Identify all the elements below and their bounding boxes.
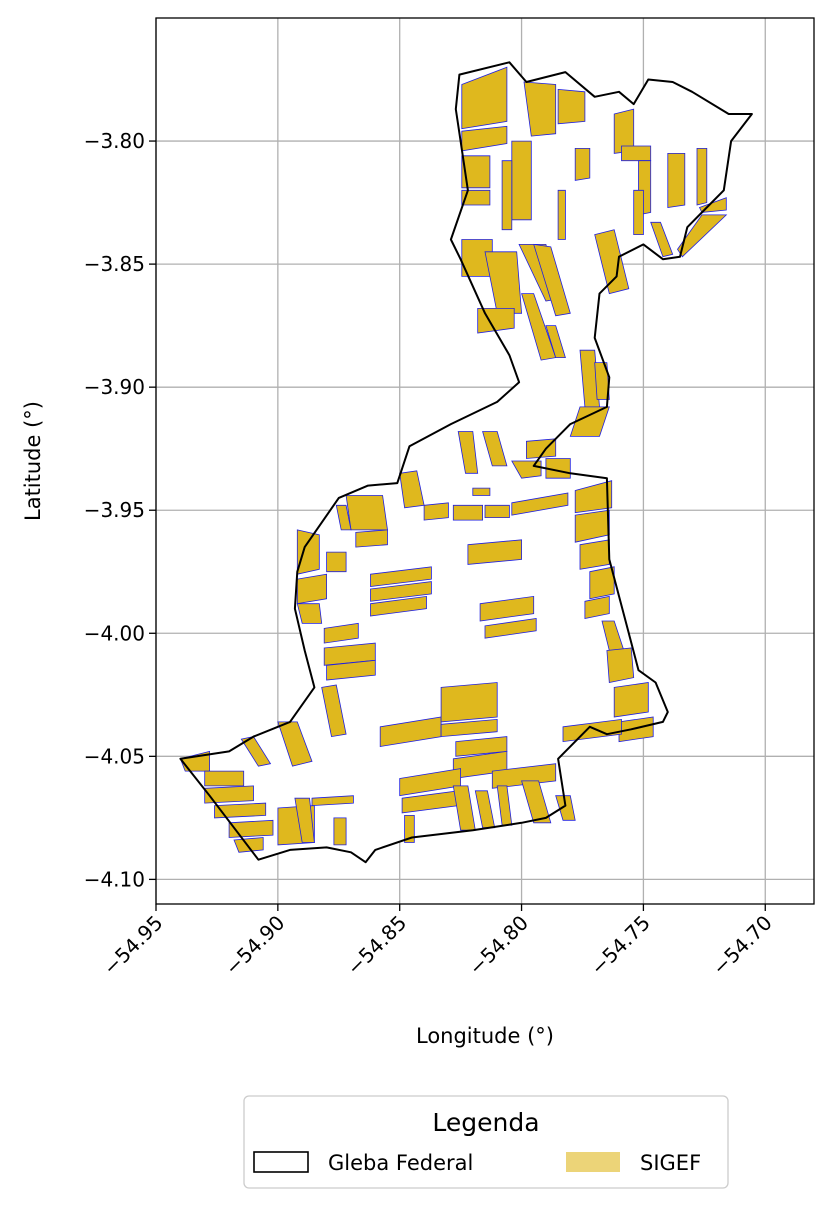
sigef-parcel bbox=[555, 795, 576, 821]
sigef-parcel bbox=[461, 66, 508, 130]
sigef-parcel bbox=[574, 480, 613, 514]
sigef-parcel bbox=[333, 817, 347, 846]
sigef-parcel bbox=[479, 595, 535, 622]
sigef-parcel bbox=[621, 145, 652, 162]
legend-label-sigef: SIGEF bbox=[640, 1151, 701, 1175]
sigef-parcel bbox=[204, 785, 254, 804]
sigef-parcel bbox=[650, 221, 674, 258]
sigef-parcel bbox=[457, 431, 479, 474]
y-tick-label: −4.05 bbox=[84, 744, 145, 768]
map-layer bbox=[179, 61, 753, 864]
sigef-parcel bbox=[511, 140, 532, 221]
sigef-parcel bbox=[440, 682, 498, 723]
y-tick-label: −3.95 bbox=[84, 498, 145, 522]
x-tick-label: −54.90 bbox=[220, 911, 289, 980]
sigef-parcel bbox=[584, 595, 610, 619]
sigef-parcel bbox=[526, 438, 557, 459]
sigef-parcel bbox=[523, 81, 557, 137]
sigef-parcel bbox=[501, 160, 513, 231]
legend-title: Legenda bbox=[432, 1108, 539, 1137]
sigef-parcel bbox=[579, 539, 610, 570]
sigef-parcel bbox=[467, 539, 522, 565]
sigef-parcel bbox=[452, 504, 484, 521]
y-tick-label: −3.90 bbox=[84, 375, 145, 399]
y-tick-label: −4.00 bbox=[84, 621, 145, 645]
sigef-parcel bbox=[472, 487, 491, 496]
sigef-parcel bbox=[370, 581, 432, 602]
sigef-parcel bbox=[618, 716, 654, 743]
sigef-parcel bbox=[569, 406, 610, 437]
sigef-parcel bbox=[355, 529, 388, 548]
sigef-parcel bbox=[562, 718, 622, 743]
sigef-parcel bbox=[557, 189, 566, 240]
sigef-parcel bbox=[511, 492, 569, 516]
sigef-parcel bbox=[461, 155, 491, 189]
sigef-parcel bbox=[345, 495, 388, 531]
sigef-parcel bbox=[370, 566, 432, 587]
sigef-parcel bbox=[326, 551, 347, 573]
sigef-parcel bbox=[214, 802, 267, 819]
sigef-parcel bbox=[484, 251, 523, 314]
y-axis-ticks: −3.80 −3.85 −3.90 −3.95 −4.00 −4.05 −4.10 bbox=[84, 129, 156, 891]
legend-label-gleba-federal: Gleba Federal bbox=[328, 1151, 473, 1175]
x-tick-label: −54.75 bbox=[586, 911, 655, 980]
y-axis-label: Latitude (°) bbox=[21, 401, 45, 521]
y-tick-label: −4.10 bbox=[84, 867, 145, 891]
sigef-parcel bbox=[461, 189, 491, 206]
sigef-parcel bbox=[667, 152, 686, 208]
legend-swatch-gleba-federal bbox=[253, 1151, 309, 1173]
sigef-parcel bbox=[204, 770, 245, 787]
x-tick-label: −54.95 bbox=[98, 911, 167, 980]
sigef-parcel bbox=[296, 529, 320, 575]
sigef-parcel bbox=[321, 684, 347, 738]
legend-swatch-sigef bbox=[566, 1152, 620, 1172]
x-tick-label: −54.85 bbox=[342, 911, 411, 980]
sigef-parcel bbox=[613, 682, 649, 718]
sigef-parcel bbox=[335, 504, 352, 531]
sigef-parcel bbox=[482, 431, 508, 467]
sigef-parcel bbox=[296, 573, 328, 605]
x-axis-label: Longitude (°) bbox=[416, 1024, 554, 1048]
sigef-parcel bbox=[545, 458, 571, 479]
sigef-parcel bbox=[521, 780, 552, 824]
sigef-parcel bbox=[633, 189, 644, 236]
sigef-parcel bbox=[423, 502, 449, 521]
sigef-parcel bbox=[326, 659, 376, 681]
sigef-parcel bbox=[323, 622, 359, 644]
sigef-parcel bbox=[533, 243, 571, 317]
sigef-parcel bbox=[491, 763, 557, 789]
x-axis-ticks: −54.95 −54.90 −54.85 −54.80 −54.75 −54.70 bbox=[98, 904, 777, 980]
sigef-parcel bbox=[574, 147, 591, 181]
x-tick-label: −54.70 bbox=[707, 911, 776, 980]
sigef-parcel bbox=[370, 595, 427, 617]
sigef-parcel bbox=[557, 88, 586, 125]
sigef-parcel bbox=[404, 815, 415, 843]
plot-area-frame bbox=[155, 17, 815, 905]
sigef-parcel bbox=[240, 736, 272, 767]
y-tick-label: −3.85 bbox=[84, 252, 145, 276]
sigef-parcel bbox=[311, 795, 354, 807]
sigef-parcel bbox=[296, 603, 323, 624]
sigef-parcel bbox=[228, 819, 274, 838]
sigef-parcel bbox=[484, 504, 510, 518]
sigef-parcel bbox=[484, 618, 537, 639]
gleba-federal-boundary bbox=[179, 61, 753, 864]
sigef-parcel bbox=[594, 229, 630, 295]
sigef-parcel bbox=[294, 797, 315, 843]
sigef-parcel bbox=[545, 325, 566, 359]
y-tick-label: −3.80 bbox=[84, 129, 145, 153]
sigef-parcel bbox=[696, 147, 708, 206]
sigef-parcel bbox=[589, 566, 615, 600]
sigef-parcel bbox=[233, 837, 264, 853]
sigef-parcel bbox=[440, 718, 498, 738]
legend: Legenda Gleba Federal SIGEF bbox=[243, 1095, 729, 1189]
x-tick-label: −54.80 bbox=[464, 911, 533, 980]
sigef-parcel bbox=[606, 647, 635, 683]
